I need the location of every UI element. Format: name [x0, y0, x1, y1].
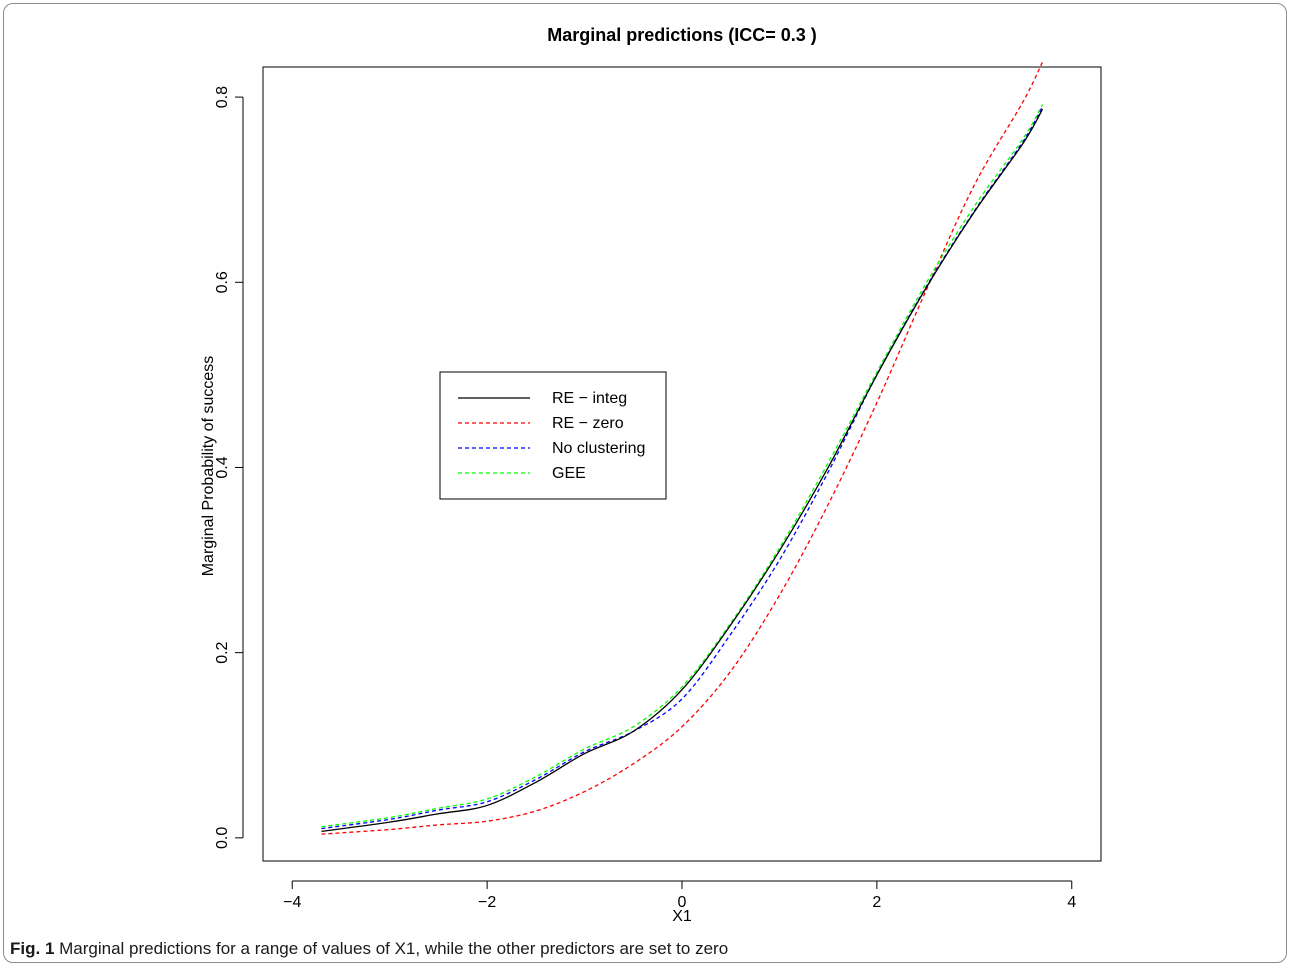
- figure-caption: Fig. 1 Marginal predictions for a range …: [10, 939, 1270, 959]
- legend-label-re-integ: RE − integ: [552, 390, 627, 407]
- caption-text: Marginal predictions for a range of valu…: [54, 939, 729, 958]
- series-line-re-zero: [321, 61, 1044, 835]
- series-line-re-integ: [321, 108, 1044, 833]
- x-tick-label: 2: [872, 894, 881, 911]
- series-line-no-clustering: [321, 106, 1044, 830]
- legend-label-no-clustering: No clustering: [552, 440, 645, 457]
- y-tick-label: 0.0: [214, 827, 231, 849]
- chart-title: Marginal predictions (ICC= 0.3 ): [547, 25, 817, 45]
- legend-label-re-zero: RE − zero: [552, 415, 624, 432]
- y-axis-label: Marginal Probability of success: [200, 356, 217, 577]
- y-tick-label: 0.8: [214, 86, 231, 108]
- legend-label-gee: GEE: [552, 465, 586, 482]
- y-tick-label: 0.6: [214, 271, 231, 293]
- y-tick-label: 0.2: [214, 641, 231, 663]
- legend-box: [439, 371, 667, 500]
- y-tick-label: 0.4: [214, 456, 231, 478]
- figure-label: Fig. 1: [10, 939, 55, 958]
- x-tick-label: −2: [478, 894, 496, 911]
- chart: Marginal predictions (ICC= 0.3 ) −4 −2 0 2 4…: [200, 25, 1102, 925]
- x-tick-label: 4: [1067, 894, 1076, 911]
- x-axis-label: X1: [672, 908, 692, 925]
- series-line-gee: [321, 104, 1044, 828]
- x-tick-label: −4: [283, 894, 301, 911]
- x-tick-label: 0: [678, 894, 687, 911]
- plot-area-border: [262, 66, 1102, 862]
- legend: RE − integ RE − zero No clustering GEE: [439, 371, 667, 500]
